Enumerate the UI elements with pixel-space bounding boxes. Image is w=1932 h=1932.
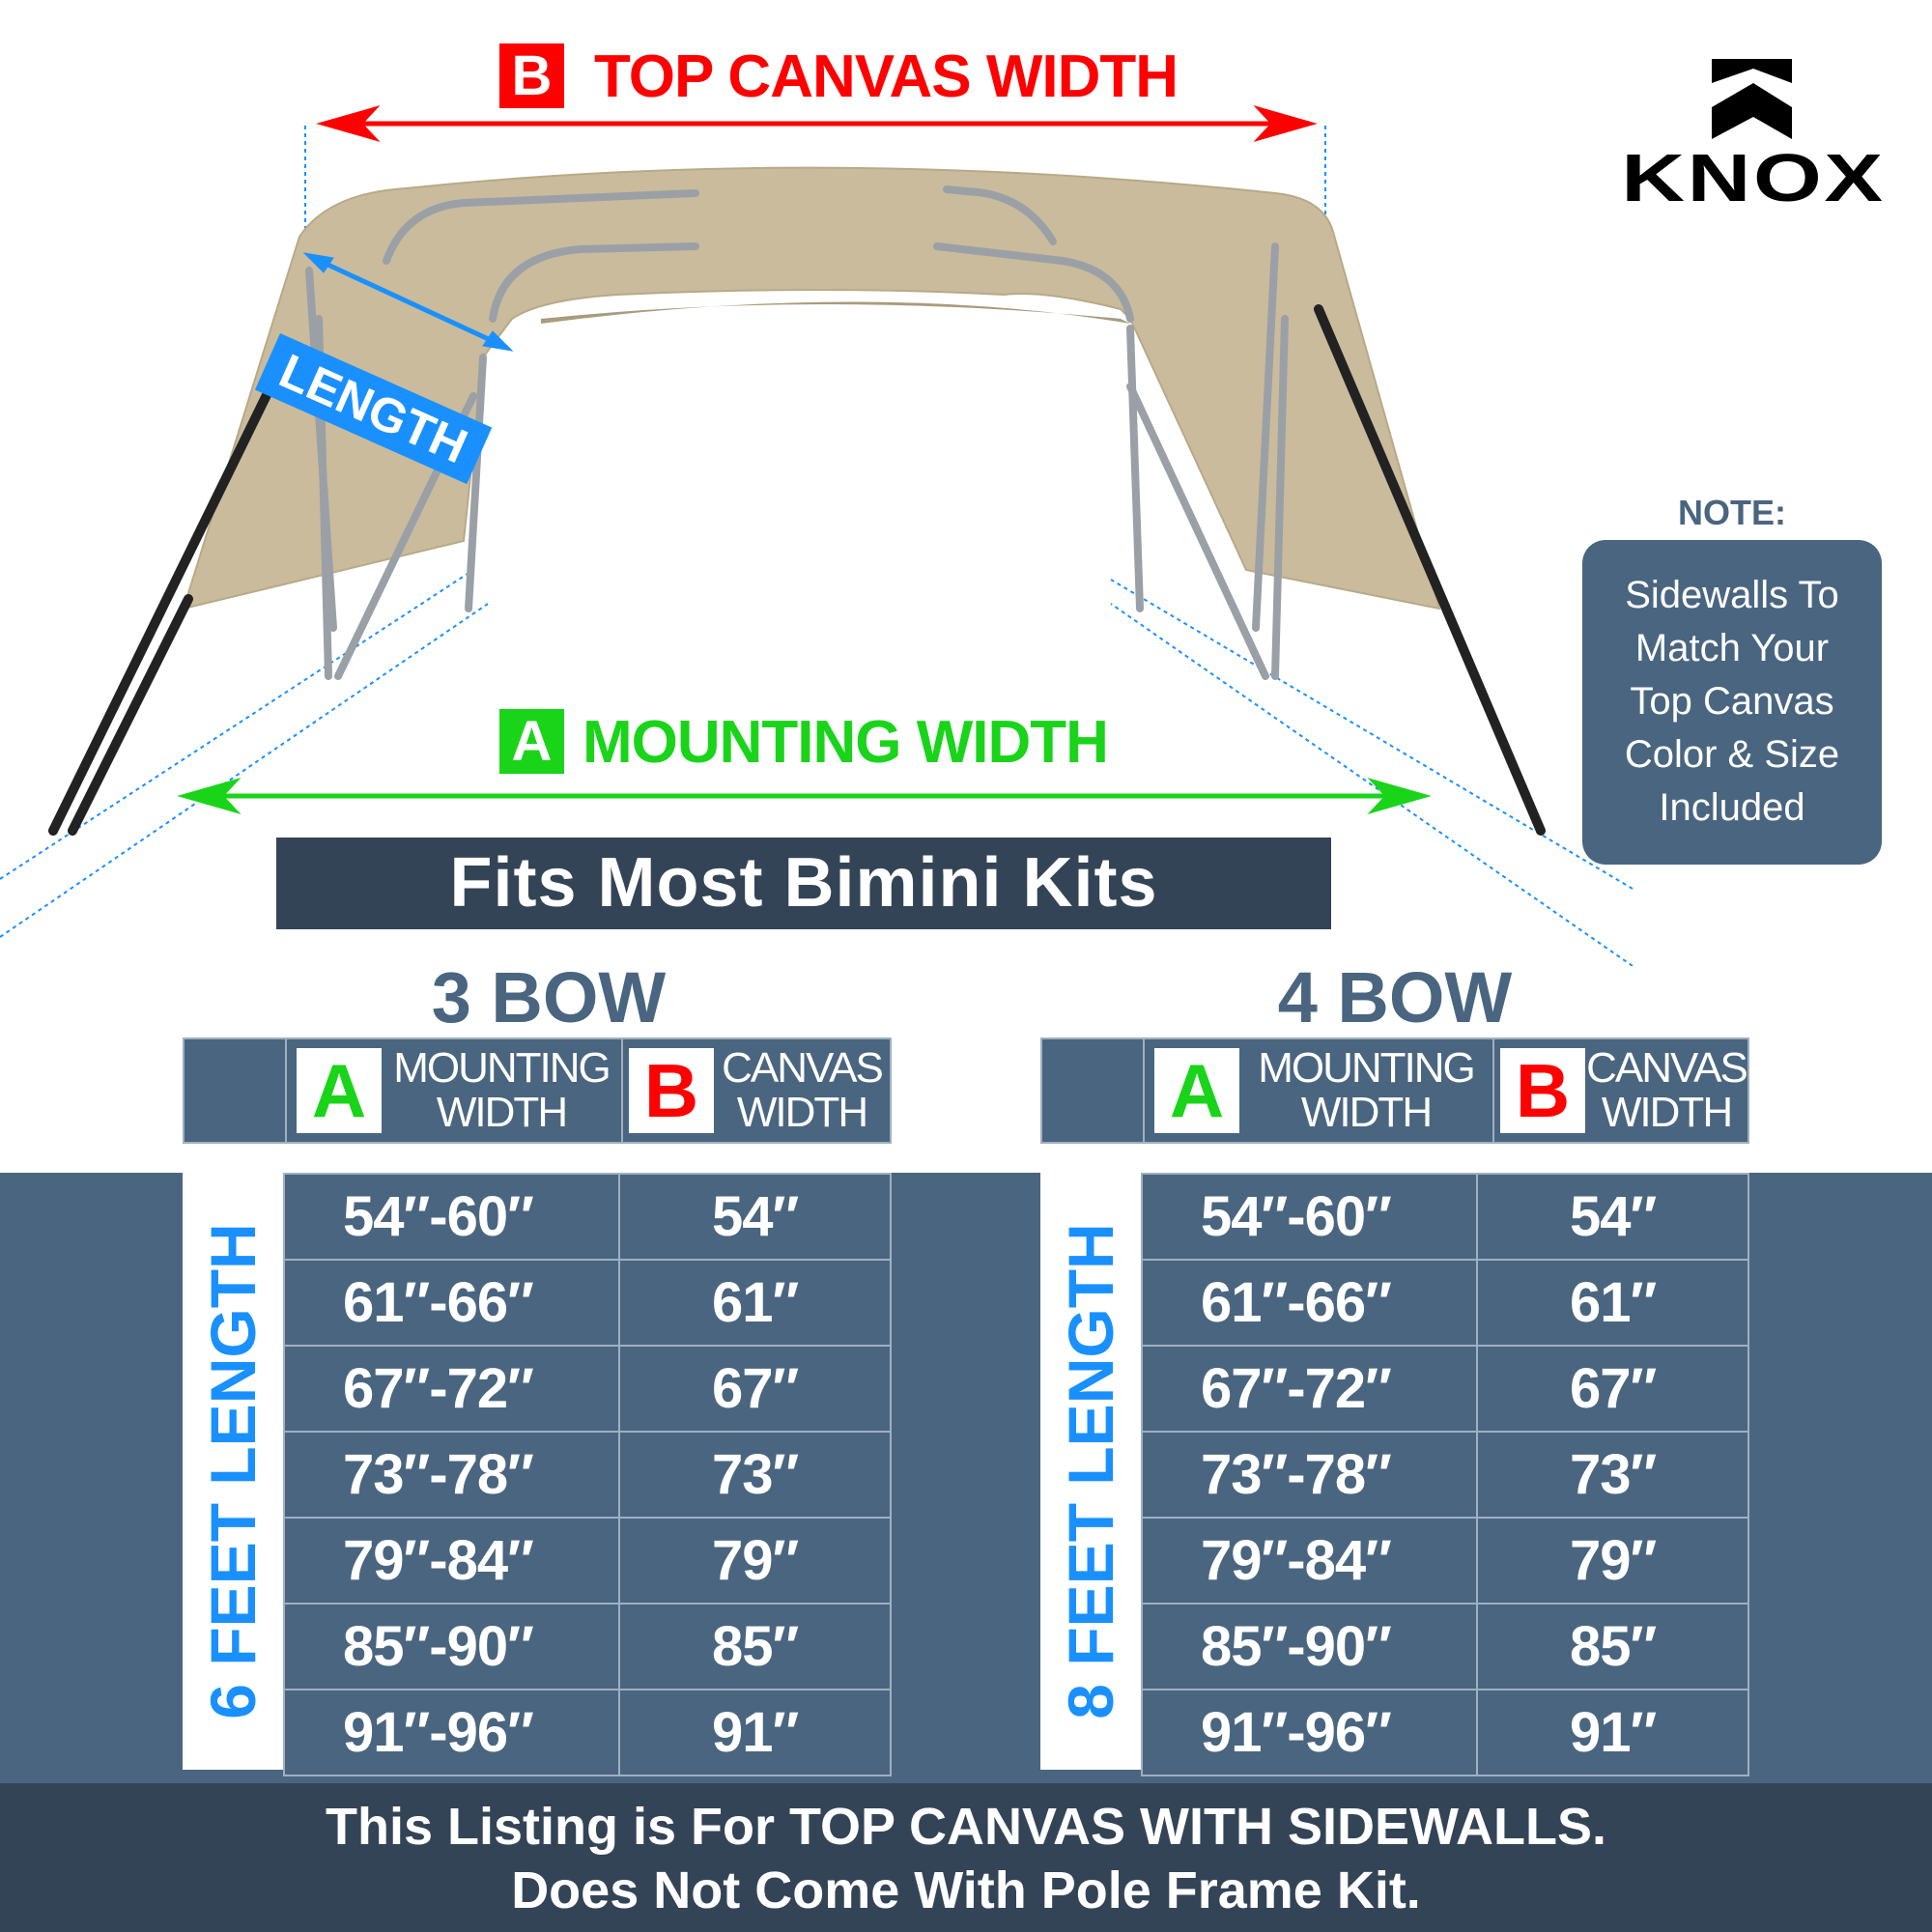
top-canvas-width-label: TOP CANVAS WIDTH (594, 43, 1179, 110)
canvas-width-cell: 67″ (618, 1345, 892, 1433)
length-arrow (302, 252, 514, 352)
table-row: 67″-72″ 67″ (283, 1345, 892, 1433)
top-canvas-letter-b: B (499, 43, 564, 108)
mounting-width-cell: 79″-84″ (283, 1517, 620, 1605)
length-label-8ft: 8 FEET LENGTH (1040, 1173, 1141, 1770)
note-heading: NOTE: (1678, 493, 1786, 532)
mounting-width-cell: 73″-78″ (1141, 1431, 1478, 1519)
mounting-width-cell: 67″-72″ (1141, 1345, 1478, 1433)
canvas-width-cell: 54″ (618, 1173, 892, 1261)
size-table-4-bow: 54″-60″ 54″ 61″-66″ 61″ 67″-72″ 67″ 73″-78″ 73″… (1141, 1173, 1749, 1776)
table-row: 67″-72″ 67″ (1141, 1345, 1749, 1433)
col-header-canvas-width: CANVAS WIDTH (1586, 1044, 1748, 1136)
mounting-width-cell: 61″-66″ (1141, 1259, 1478, 1347)
mounting-width-label: MOUNTING WIDTH (582, 709, 1109, 776)
footer-line-1: This Listing is For TOP CANVAS WITH SIDE… (325, 1798, 1607, 1856)
canvas-width-cell: 73″ (1476, 1431, 1749, 1519)
col-header-canvas-width: CANVAS WIDTH (722, 1044, 884, 1136)
note-line: Sidewalls To (1625, 574, 1839, 616)
table-header-3-bow: A MOUNTING WIDTH B CANVAS WIDTH (183, 1037, 892, 1144)
table-row: 54″-60″ 54″ (283, 1173, 892, 1261)
table-row: 85″-90″ 85″ (1141, 1603, 1749, 1690)
mounting-width-cell: 91″-96″ (283, 1689, 620, 1776)
table-row: 91″-96″ 91″ (283, 1689, 892, 1776)
canvas-width-cell: 91″ (1476, 1689, 1749, 1776)
note-line: Color & Size (1624, 733, 1840, 776)
mounting-width-cell: 54″-60″ (1141, 1173, 1478, 1261)
frame-poles (305, 185, 1289, 680)
col-header-mounting-width: MOUNTING WIDTH (1258, 1044, 1476, 1136)
table-row: 85″-90″ 85″ (283, 1603, 892, 1690)
canvas-width-cell: 67″ (1476, 1345, 1749, 1433)
table-row: 91″-96″ 91″ (1141, 1689, 1749, 1776)
footer-line-2: Does Not Come With Pole Frame Kit. (511, 1861, 1421, 1919)
knox-wordmark: KNOX (1621, 140, 1886, 215)
table-row: 73″-78″ 73″ (283, 1431, 892, 1519)
mounting-width-cell: 91″-96″ (1141, 1689, 1478, 1776)
canvas-width-cell: 85″ (1476, 1603, 1749, 1690)
canvas-width-cell: 73″ (618, 1431, 892, 1519)
canvas-width-cell: 91″ (618, 1689, 892, 1776)
note-box: Sidewalls To Match Your Top Canvas Color… (1582, 540, 1882, 865)
letter-b-badge: B (629, 1048, 714, 1133)
mounting-width-arrow (177, 778, 1432, 814)
mounting-width-cell: 61″-66″ (283, 1259, 620, 1347)
size-table-3-bow: 54″-60″ 54″ 61″-66″ 61″ 67″-72″ 67″ 73″-78″ 73″… (283, 1173, 892, 1776)
note-line: Top Canvas (1630, 680, 1834, 723)
canvas-width-cell: 85″ (618, 1603, 892, 1690)
table-row: 61″-66″ 61″ (1141, 1259, 1749, 1347)
canvas-width-cell: 61″ (618, 1259, 892, 1347)
canvas-width-cell: 54″ (1476, 1173, 1749, 1261)
mounting-width-cell: 85″-90″ (283, 1603, 620, 1690)
note-line: Match Your (1634, 627, 1830, 669)
mounting-width-cell: 54″-60″ (283, 1173, 620, 1261)
table-header-4-bow: A MOUNTING WIDTH B CANVAS WIDTH (1040, 1037, 1749, 1144)
knox-logo: KNOX (1621, 59, 1883, 212)
canvas-width-cell: 79″ (618, 1517, 892, 1605)
canvas-width-cell: 79″ (1476, 1517, 1749, 1605)
mounting-width-cell: 85″-90″ (1141, 1603, 1478, 1690)
letter-b-badge: B (1500, 1048, 1585, 1133)
table-title-4-bow: 4 BOW (1277, 957, 1513, 1037)
table-row: 54″-60″ 54″ (1141, 1173, 1749, 1261)
table-row: 79″-84″ 79″ (283, 1517, 892, 1605)
letter-a-badge: A (297, 1048, 382, 1133)
canvas (182, 166, 1441, 611)
knox-chevron-icon (1712, 59, 1792, 139)
length-label-6ft: 6 FEET LENGTH (183, 1173, 283, 1770)
fits-banner: Fits Most Bimini Kits (276, 838, 1331, 929)
table-title-3-bow: 3 BOW (431, 957, 667, 1037)
col-header-mounting-width: MOUNTING WIDTH (393, 1044, 611, 1136)
mounting-width-cell: 79″-84″ (1141, 1517, 1478, 1605)
letter-a-badge: A (1154, 1048, 1239, 1133)
bimini-top-illustration (0, 105, 1634, 966)
table-row: 61″-66″ 61″ (283, 1259, 892, 1347)
mounting-width-cell: 67″-72″ (283, 1345, 620, 1433)
table-row: 73″-78″ 73″ (1141, 1431, 1749, 1519)
mounting-width-cell: 73″-78″ (283, 1431, 620, 1519)
footer-notice: This Listing is For TOP CANVAS WITH SIDE… (0, 1783, 1932, 1932)
note-line: Included (1659, 786, 1805, 829)
table-row: 79″-84″ 79″ (1141, 1517, 1749, 1605)
straps (48, 304, 1546, 836)
top-canvas-arrow (316, 105, 1318, 142)
canvas-width-cell: 61″ (1476, 1259, 1749, 1347)
mounting-letter-a: A (499, 709, 564, 774)
